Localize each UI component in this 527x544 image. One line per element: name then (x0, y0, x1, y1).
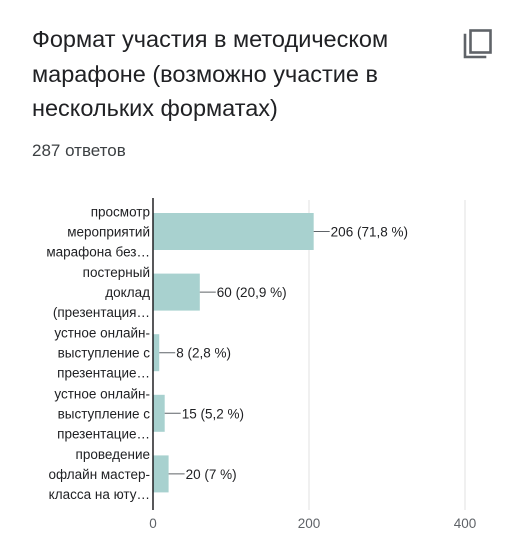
x-tick-label: 400 (454, 516, 477, 531)
bar (153, 455, 169, 493)
bar (153, 273, 200, 311)
copy-icon (463, 29, 492, 59)
category-label: офлайн мастер- (48, 467, 150, 482)
question-title: Формат участия в методическом марафоне (… (32, 26, 389, 121)
bar (153, 334, 160, 372)
category-label: мероприятий (67, 225, 150, 240)
category-label: выступление с (58, 346, 151, 361)
category-label: класса на юту… (49, 487, 150, 502)
response-count: 287 ответов (32, 141, 126, 160)
bar-value-label: 60 (20,9 %) (217, 285, 287, 300)
category-label: постерный (83, 265, 150, 280)
category-label: доклад (105, 285, 150, 300)
bar (153, 394, 165, 432)
x-tick-label: 200 (298, 516, 321, 531)
x-tick-label: 0 (149, 516, 157, 531)
category-label: презентацие… (57, 366, 150, 381)
category-label: устное онлайн- (54, 326, 150, 341)
category-label: проведение (76, 447, 150, 462)
bar-value-label: 206 (71,8 %) (331, 225, 408, 240)
bar (153, 213, 314, 250)
bar-value-label: 20 (7 %) (186, 467, 237, 482)
category-label: выступление с (58, 406, 151, 421)
bar-value-label: 8 (2,8 %) (176, 346, 231, 361)
bar-value-label: 15 (5,2 %) (182, 406, 244, 421)
category-label: (презентация… (53, 305, 150, 320)
category-label: устное онлайн- (54, 386, 150, 401)
category-label: просмотр (91, 205, 150, 220)
category-label: марафона без… (46, 245, 150, 260)
category-label: презентацие… (57, 426, 150, 441)
copy-chart-button[interactable] (460, 27, 494, 61)
